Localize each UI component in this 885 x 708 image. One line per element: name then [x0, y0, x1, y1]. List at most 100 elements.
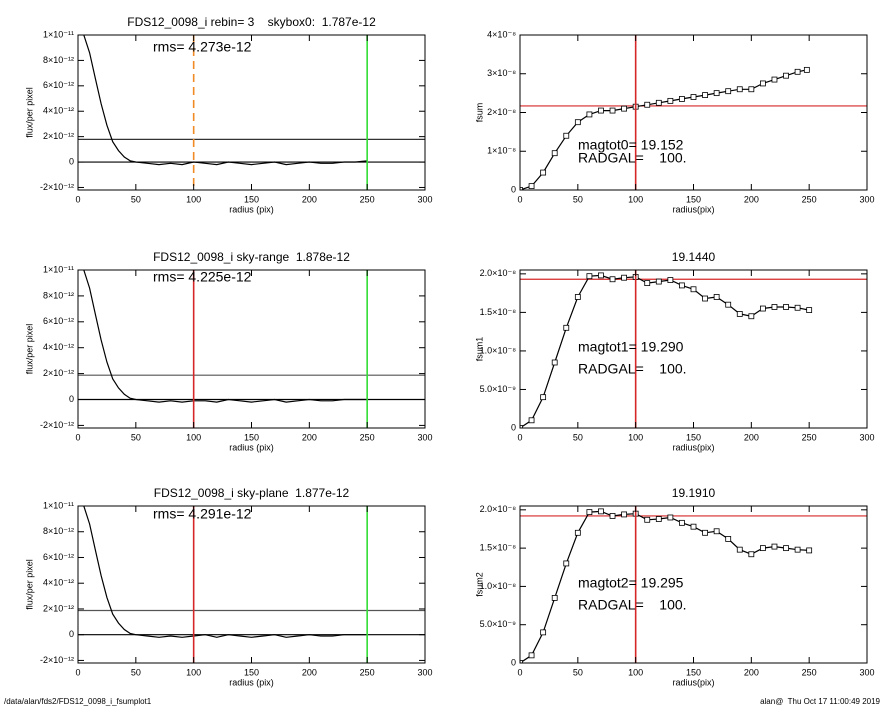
data-point [540, 169, 547, 176]
data-point [598, 107, 604, 114]
y-tick-label: 0 [511, 657, 516, 667]
data-point [655, 516, 662, 522]
data-point [679, 282, 685, 289]
x-tick-label: 50 [573, 667, 583, 677]
x-tick-label: 100 [628, 667, 643, 677]
x-tick-label: 300 [417, 194, 432, 204]
data-point [540, 394, 547, 401]
axes-frame [77, 34, 426, 191]
data-point [667, 514, 674, 521]
y-tick-label: 1.0×10⁻⁸ [480, 345, 517, 355]
chart-title: FDS12_0098_i sky-plane 1.877e-12 [154, 486, 350, 500]
x-tick-label: 200 [302, 432, 317, 442]
data-point [736, 311, 743, 317]
y-tick-label: 8×10⁻¹² [43, 55, 74, 65]
data-point [702, 92, 708, 98]
x-tick-label: 250 [360, 667, 375, 677]
y-tick-label: 2×10⁻¹² [43, 603, 74, 613]
x-tick-label: 300 [859, 667, 874, 677]
data-point [725, 536, 732, 542]
annotation: rms= 4.291e-12 [153, 506, 252, 522]
data-point [690, 286, 697, 293]
data-point [528, 183, 535, 190]
x-tick-label: 0 [75, 432, 80, 442]
data-point [713, 528, 720, 535]
x-tick-label: 250 [360, 432, 375, 442]
y-axis-label: flux/per pixel [24, 324, 34, 375]
x-tick-label: 150 [244, 194, 259, 204]
data-point [806, 307, 813, 313]
x-tick-label: 150 [686, 194, 701, 204]
y-tick-label: 0 [69, 156, 74, 166]
x-tick-label: 100 [186, 432, 201, 442]
y-tick-label: 2×10⁻¹² [43, 368, 74, 378]
y-tick-label: 6×10⁻¹² [43, 316, 74, 326]
data-point [783, 72, 789, 79]
data-point [794, 304, 801, 311]
x-tick-label: 300 [417, 432, 432, 442]
x-tick-label: 50 [131, 432, 141, 442]
data-point [748, 551, 755, 558]
data-point [748, 86, 755, 93]
x-tick-label: 100 [628, 432, 643, 442]
x-tick-label: 250 [802, 194, 817, 204]
x-tick-label: 0 [75, 667, 80, 677]
data-point [609, 513, 616, 519]
footer-stamp: alan@ Thu Oct 17 11:00:49 2019 [760, 697, 880, 706]
y-tick-label: 0 [69, 394, 74, 404]
axes-frame [77, 505, 426, 664]
data-point [679, 519, 685, 526]
data-point [760, 305, 766, 312]
data-point [713, 90, 720, 97]
data-point [760, 545, 766, 552]
y-axis-label: fsum1 [474, 337, 484, 362]
data-line [520, 69, 808, 190]
data-point [702, 529, 708, 536]
data-point [667, 277, 674, 283]
x-tick-label: 200 [744, 194, 759, 204]
data-point [760, 80, 766, 87]
x-tick-label: 300 [859, 194, 874, 204]
x-tick-label: 200 [744, 667, 759, 677]
data-point [621, 105, 627, 112]
axes-frame [77, 269, 426, 429]
x-tick-label: 250 [802, 667, 817, 677]
x-tick-label: 50 [573, 432, 583, 442]
data-point [794, 546, 801, 553]
y-tick-label: 8×10⁻¹² [43, 290, 74, 300]
x-tick-label: 50 [131, 667, 141, 677]
annotation: rms= 4.225e-12 [153, 269, 252, 285]
data-line [83, 35, 368, 166]
x-tick-label: 300 [417, 667, 432, 677]
data-point [540, 629, 547, 636]
chart-title: FDS12_0098_i sky-range 1.878e-12 [153, 250, 350, 264]
data-point [736, 546, 743, 553]
y-axis-label: flux/per pixel [24, 87, 34, 138]
y-axis-label: flux/per pixel [24, 559, 34, 610]
data-point [690, 523, 697, 530]
y-tick-label: 8×10⁻¹² [43, 526, 74, 536]
y-tick-label: 0 [511, 184, 516, 194]
data-point [520, 660, 523, 663]
data-point [806, 547, 813, 554]
plot-area [520, 66, 867, 190]
data-point [725, 88, 732, 95]
annotation: magtot2= 19.295 [578, 575, 684, 591]
x-tick-label: 150 [686, 432, 701, 442]
x-tick-label: 0 [75, 194, 80, 204]
y-tick-label: 2×10⁻¹² [43, 131, 74, 141]
y-tick-label: 6×10⁻¹² [43, 552, 74, 562]
data-point [783, 545, 789, 552]
x-axis-label: radius(pix) [672, 204, 714, 214]
x-tick-label: 100 [186, 194, 201, 204]
x-tick-label: 250 [802, 432, 817, 442]
x-axis-label: radius (pix) [229, 677, 274, 687]
y-tick-label: -2×10⁻¹² [40, 182, 74, 192]
y-tick-label: 1.5×10⁻⁸ [480, 542, 517, 552]
data-point [748, 313, 755, 320]
data-point [679, 96, 685, 102]
annotation: RADGAL= 100. [578, 150, 687, 166]
y-tick-label: 1×10⁻¹¹ [43, 264, 74, 274]
data-point [713, 294, 720, 300]
